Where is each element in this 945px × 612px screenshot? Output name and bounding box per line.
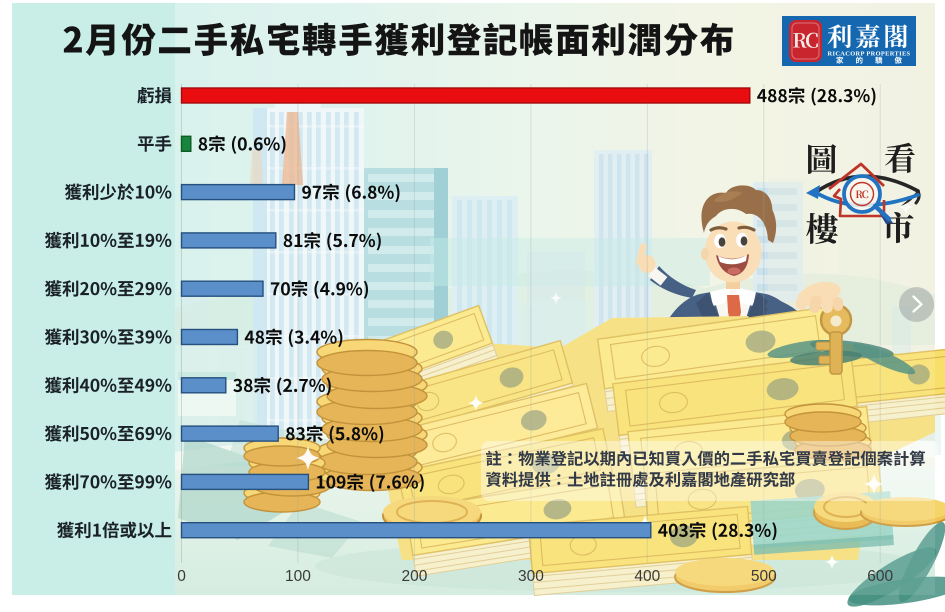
svg-text:600: 600 (867, 568, 893, 585)
svg-text:100: 100 (285, 568, 311, 585)
svg-text:200: 200 (401, 568, 427, 585)
svg-text:300: 300 (518, 568, 544, 585)
svg-text:RICACORP PROPERTIES: RICACORP PROPERTIES (828, 51, 911, 58)
svg-text:0: 0 (177, 568, 186, 585)
svg-text:500: 500 (751, 568, 777, 585)
svg-text:400: 400 (634, 568, 660, 585)
